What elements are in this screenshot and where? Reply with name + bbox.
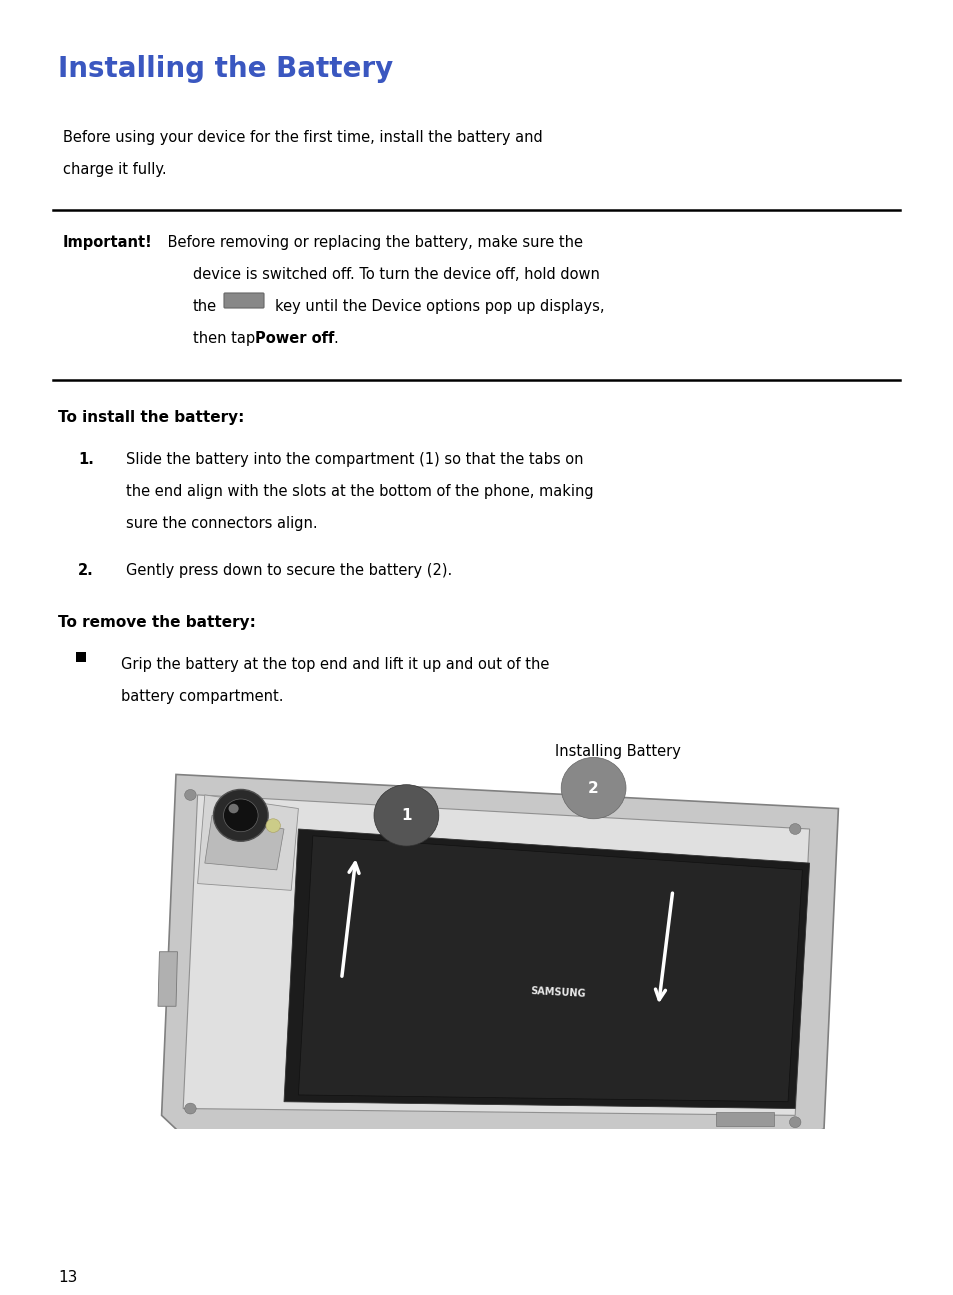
Text: 2: 2 (588, 781, 598, 795)
Text: device is switched off. To turn the device off, hold down: device is switched off. To turn the devi… (193, 267, 599, 282)
Text: SAMSUNG: SAMSUNG (529, 987, 585, 998)
Text: Important!: Important! (63, 234, 152, 250)
Circle shape (789, 824, 801, 834)
Circle shape (223, 799, 258, 831)
Text: the: the (193, 299, 217, 313)
Polygon shape (183, 795, 809, 1115)
Text: .: . (333, 332, 337, 346)
Circle shape (213, 790, 268, 842)
Circle shape (266, 818, 280, 833)
Polygon shape (716, 1112, 773, 1125)
Text: Before removing or replacing the battery, make sure the: Before removing or replacing the battery… (163, 234, 582, 250)
Text: Installing the Battery: Installing the Battery (58, 54, 393, 83)
Bar (76, 651, 86, 662)
Text: 1: 1 (400, 808, 411, 822)
FancyBboxPatch shape (224, 293, 264, 308)
Circle shape (185, 1103, 196, 1114)
Polygon shape (197, 795, 298, 891)
Text: 2.: 2. (78, 563, 93, 578)
Text: To remove the battery:: To remove the battery: (58, 615, 255, 629)
Text: Gently press down to secure the battery (2).: Gently press down to secure the battery … (126, 563, 452, 578)
Text: then tap: then tap (193, 332, 259, 346)
Text: battery compartment.: battery compartment. (121, 689, 283, 704)
Circle shape (229, 804, 238, 813)
Circle shape (560, 758, 625, 818)
Circle shape (374, 785, 438, 846)
Polygon shape (205, 816, 284, 870)
Circle shape (789, 1116, 801, 1128)
Text: Power off: Power off (254, 332, 334, 346)
Text: key until the Device options pop up displays,: key until the Device options pop up disp… (274, 299, 604, 313)
Text: the end align with the slots at the bottom of the phone, making: the end align with the slots at the bott… (126, 484, 593, 499)
Polygon shape (161, 774, 838, 1136)
Circle shape (185, 790, 196, 800)
Polygon shape (158, 952, 177, 1006)
Text: charge it fully.: charge it fully. (63, 162, 167, 177)
Polygon shape (284, 829, 809, 1109)
Text: Slide the battery into the compartment (1) so that the tabs on: Slide the battery into the compartment (… (126, 452, 583, 467)
Text: To install the battery:: To install the battery: (58, 411, 244, 425)
Text: Grip the battery at the top end and lift it up and out of the: Grip the battery at the top end and lift… (121, 657, 549, 672)
Text: 1.: 1. (78, 452, 93, 467)
Text: 13: 13 (58, 1270, 77, 1285)
Text: Before using your device for the first time, install the battery and: Before using your device for the first t… (63, 130, 542, 145)
Text: sure the connectors align.: sure the connectors align. (126, 515, 317, 531)
Polygon shape (298, 835, 801, 1102)
Text: Installing Battery: Installing Battery (555, 745, 680, 759)
